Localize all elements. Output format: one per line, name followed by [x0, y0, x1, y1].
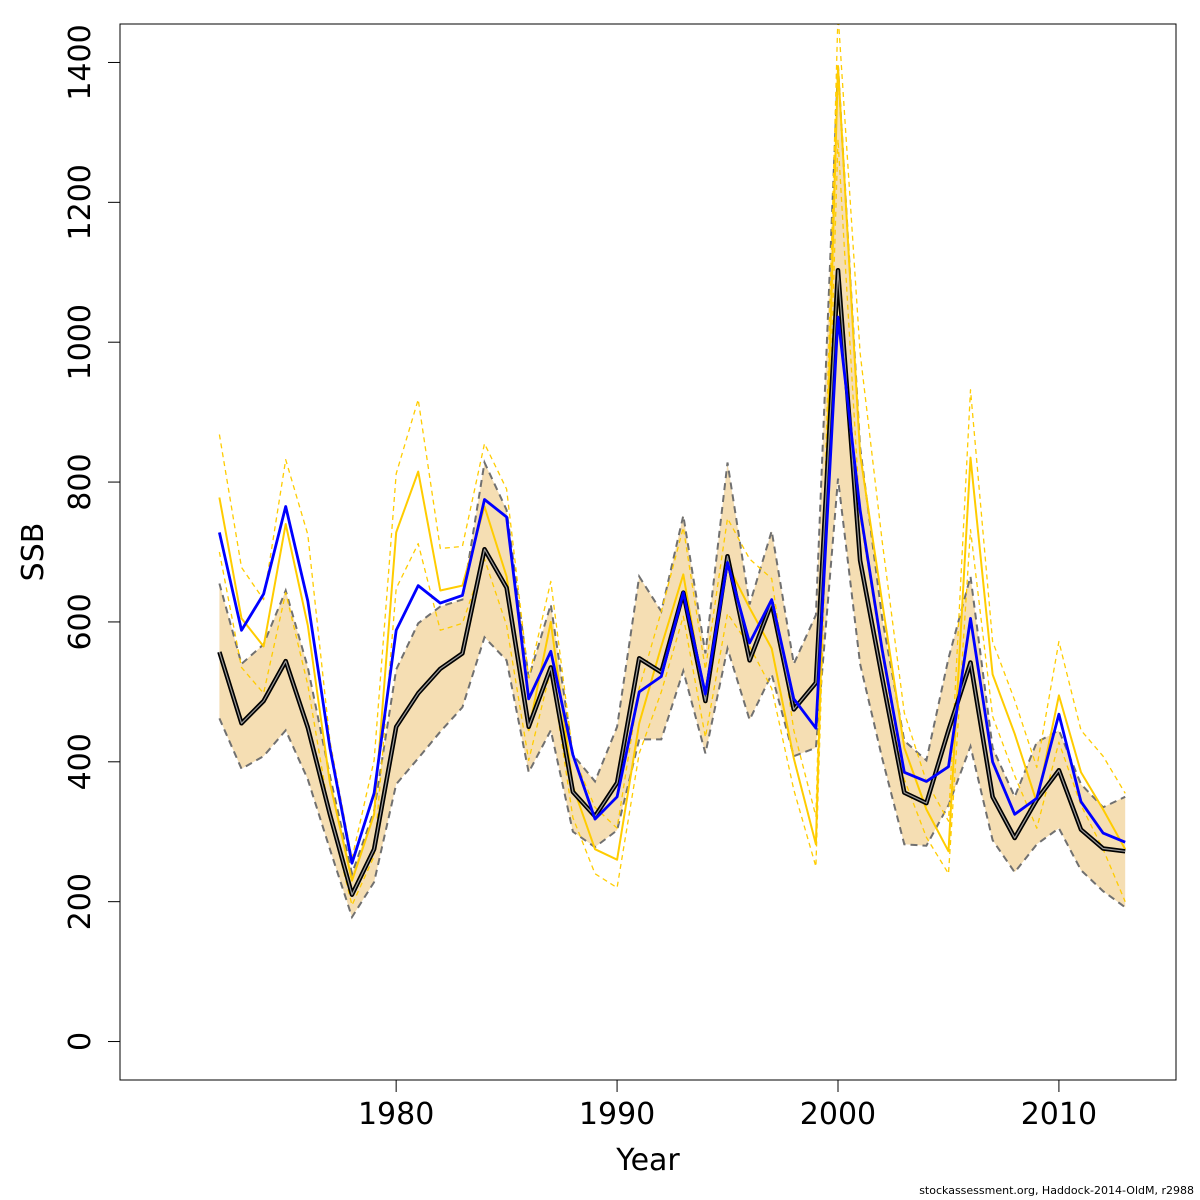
- y-tick-label-0: 0: [63, 1032, 98, 1051]
- series-line-3: [218, 24, 1126, 859]
- series-line-2: [218, 65, 1127, 882]
- lines-layer: [217, 24, 1127, 906]
- x-tick-label-2010: 2010: [1021, 1097, 1097, 1132]
- y-tick-label-1000: 1000: [63, 304, 98, 380]
- y-tick-label-400: 400: [63, 733, 98, 790]
- x-tick-label-2000: 2000: [800, 1097, 876, 1132]
- x-tick-label-1980: 1980: [358, 1097, 434, 1132]
- y-tick-label-600: 600: [63, 593, 98, 650]
- footer-credit: stockassessment.org, Haddock-2014-OldM, …: [919, 1184, 1194, 1197]
- y-axis-label: SSB: [16, 523, 51, 582]
- y-tick-label-800: 800: [63, 453, 98, 510]
- y-tick-label-1200: 1200: [63, 164, 98, 240]
- band-layer: [218, 65, 1126, 920]
- x-tick-label-1990: 1990: [579, 1097, 655, 1132]
- band-upper-border: [218, 65, 1126, 878]
- band-lower-border: [218, 478, 1126, 920]
- x-axis: 1980 1990 2000 2010: [358, 1079, 1097, 1132]
- x-axis-label: Year: [615, 1143, 680, 1178]
- plot-frame: [119, 23, 1177, 1081]
- y-tick-label-1400: 1400: [63, 24, 98, 100]
- confidence-band: [219, 66, 1126, 918]
- y-tick-label-200: 200: [63, 873, 98, 930]
- y-axis: 0 200 400 600 800 1000 1200 1400: [63, 24, 121, 1051]
- series-line-1: [218, 315, 1126, 865]
